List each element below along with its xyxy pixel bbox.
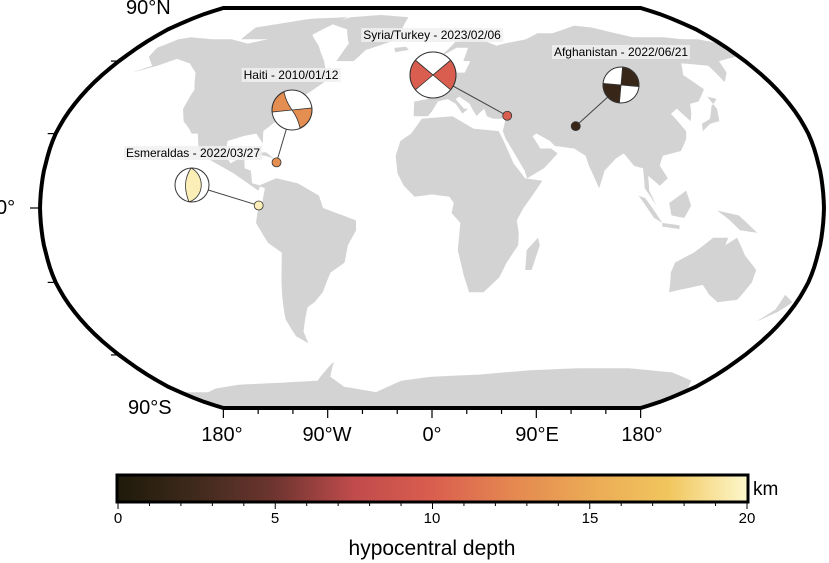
event-1 [174,167,264,211]
lon-label-90w: 90°W [302,424,352,446]
land-new-zealand [755,294,793,322]
colorbar-tick-0: 0 [113,510,123,527]
lat-label-equator: 0° [0,197,16,219]
land-madagascar [525,237,540,270]
beachball-icon[interactable] [174,167,210,203]
frame-ticks [30,60,642,418]
event-label: Syria/Turkey - 2023/02/06 [361,28,503,42]
colorbar-title: hypocentral depth [348,537,516,560]
event-2 [409,51,513,121]
land-sumatra [638,195,663,223]
land-java [662,222,680,230]
map-frame [37,6,827,410]
land-arctic-islands [241,17,349,40]
land-antarctica [180,361,692,408]
event-label: Haiti - 2010/01/12 [241,68,341,82]
events-layer [174,51,640,211]
land-africa [395,116,543,293]
land-eurasia [413,25,736,206]
colorbar-ticks [117,502,748,509]
land-south-america [256,178,357,344]
colorbar [115,473,750,504]
event-0 [271,89,313,168]
land-new-guinea [717,210,758,233]
event-label: Esmeraldas - 2022/03/27 [123,146,263,160]
lat-label-90n: 90°N [126,0,171,19]
land-australia [669,237,757,303]
land-iceland [394,46,409,53]
colorbar-tick-20: 20 [738,510,756,527]
lon-label-0: 0° [422,424,442,446]
epicenter-marker[interactable] [570,121,581,132]
epicenter-marker[interactable] [502,110,513,121]
land-japan [701,96,720,132]
event-3 [570,66,640,132]
lat-label-90s: 90°S [128,397,172,419]
event-label: Afghanistan - 2022/06/21 [551,45,691,59]
lon-label-180e: 180° [621,424,663,446]
beachball-icon[interactable] [602,66,640,104]
lon-label-90e: 90°E [515,424,559,446]
lon-label-180w: 180° [201,424,243,446]
colorbar-unit: km [753,479,779,500]
epicenter-marker[interactable] [253,200,264,211]
colorbar-tick-15: 15 [581,510,599,527]
epicenter-marker[interactable] [271,157,282,168]
beachball-icon[interactable] [271,89,313,131]
beachball-icon[interactable] [409,51,457,99]
land-layer [132,15,793,408]
colorbar-tick-10: 10 [423,510,441,527]
land-borneo [669,190,692,218]
colorbar-tick-5: 5 [270,510,280,527]
